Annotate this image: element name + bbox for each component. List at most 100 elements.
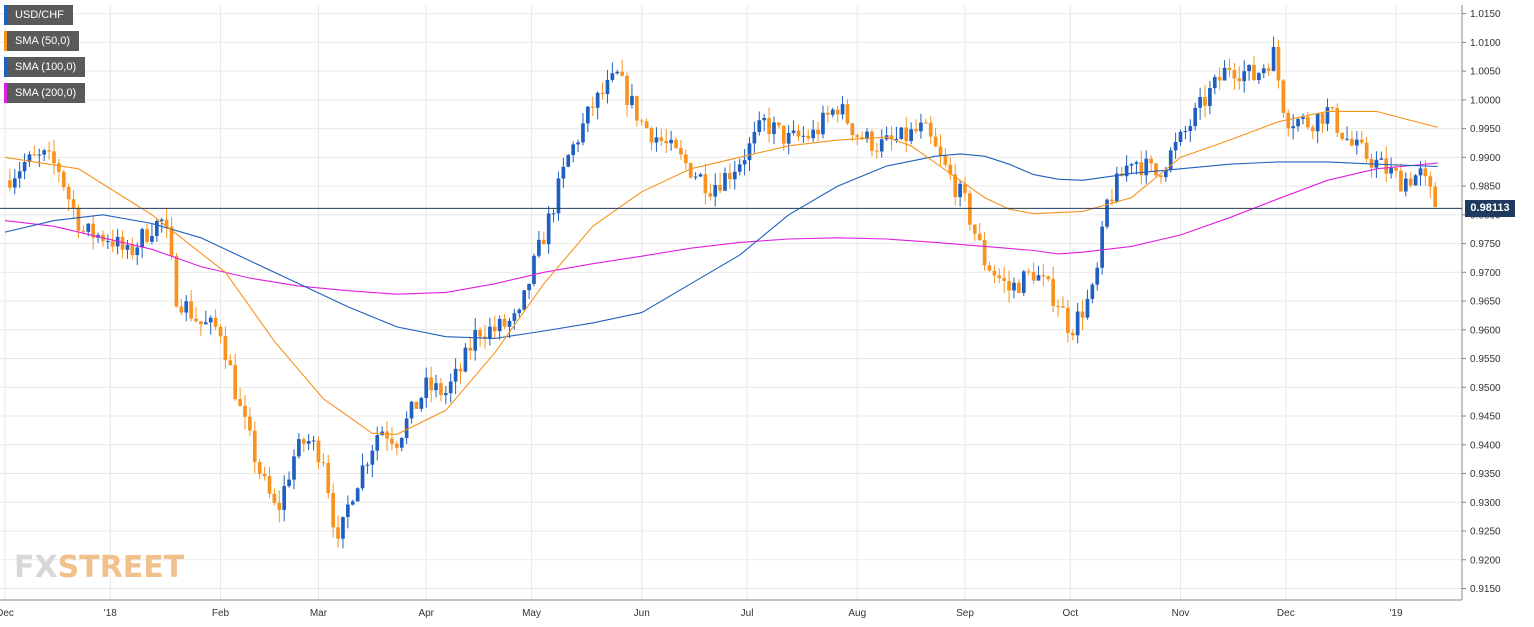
candle-body <box>360 465 365 489</box>
candle-body <box>1418 168 1423 176</box>
legend-item-sma50[interactable]: SMA (50,0) <box>4 31 80 51</box>
candle-body <box>1320 113 1325 124</box>
candle-body <box>252 430 257 463</box>
candle-body <box>732 171 737 180</box>
candle-body <box>1394 167 1398 171</box>
candle-body <box>130 244 135 256</box>
candle-body <box>850 123 855 136</box>
x-tick-label: '18 <box>104 608 117 619</box>
candle-body <box>194 318 198 322</box>
candle-body <box>1242 71 1247 82</box>
candle-body <box>581 123 585 143</box>
y-tick-label: 0.9900 <box>1470 153 1501 164</box>
candle-body <box>336 527 340 539</box>
candle-body <box>1399 170 1403 192</box>
candle-body <box>683 154 688 164</box>
candle-body <box>189 301 193 319</box>
candle-body <box>1046 276 1051 280</box>
candle-body <box>630 95 634 105</box>
candle-body <box>248 416 252 431</box>
candle-body <box>644 121 649 128</box>
candle-body <box>120 236 125 250</box>
plot-area <box>0 5 1462 600</box>
x-tick-label: Mar <box>310 608 328 619</box>
y-tick-label: 1.0100 <box>1470 38 1501 49</box>
candle-body <box>443 393 448 396</box>
candle-body <box>145 229 149 242</box>
x-tick-label: May <box>522 608 541 619</box>
candle-body <box>654 137 659 143</box>
candle-body <box>914 129 918 132</box>
candle-body <box>747 143 752 161</box>
y-tick-label: 0.9200 <box>1470 555 1501 566</box>
candle-body <box>164 219 169 227</box>
legend-item-sma100[interactable]: SMA (100,0) <box>4 57 86 77</box>
candle-body <box>159 219 164 221</box>
candle-body <box>1232 70 1237 79</box>
legend-label: USD/CHF <box>15 9 64 21</box>
fxstreet-logo: FXSTREET <box>14 550 184 585</box>
candle-body <box>1325 107 1330 124</box>
candle-body <box>1163 169 1168 178</box>
candle-body <box>757 120 762 132</box>
candle-body <box>728 172 732 180</box>
candle-body <box>610 73 615 80</box>
candle-body <box>1070 332 1075 336</box>
legend-item-usdchf[interactable]: USD/CHF <box>4 5 73 25</box>
candle-body <box>590 106 595 108</box>
candle-body <box>277 502 282 510</box>
candle-body <box>1403 178 1408 192</box>
legend-item-sma200[interactable]: SMA (200,0) <box>4 83 86 103</box>
candle-body <box>928 122 933 137</box>
candle-body <box>968 193 972 225</box>
candle-body <box>1007 280 1011 291</box>
candle-body <box>257 462 262 474</box>
candle-body <box>42 150 47 155</box>
candle-body <box>395 443 399 448</box>
candle-body <box>982 239 987 266</box>
candle-body <box>57 163 61 172</box>
candle-body <box>933 136 938 147</box>
candle-body <box>561 166 566 179</box>
candle-body <box>659 137 664 141</box>
candle-body <box>1168 150 1173 170</box>
candle-body <box>81 230 86 232</box>
candle-body <box>1345 138 1349 140</box>
candle-body <box>527 283 531 291</box>
candle-body <box>306 440 311 444</box>
candle-body <box>1173 142 1178 151</box>
candle-body <box>777 122 781 126</box>
candle-body <box>899 127 904 139</box>
candle-body <box>840 104 845 115</box>
candle-body <box>47 150 51 152</box>
candle-body <box>297 439 301 457</box>
candle-body <box>512 313 517 321</box>
candle-body <box>61 171 66 188</box>
candle-body <box>977 233 982 240</box>
y-tick-label: 0.9700 <box>1470 268 1501 279</box>
candle-body <box>1026 271 1031 273</box>
candle-body <box>1178 131 1183 143</box>
candle-body <box>243 405 247 417</box>
candle-body <box>497 318 502 332</box>
candle-body <box>1139 162 1144 176</box>
candle-body <box>1110 199 1114 202</box>
candle-body <box>571 144 575 156</box>
candle-body <box>341 517 345 539</box>
candle-body <box>1433 186 1438 208</box>
candle-body <box>1359 139 1364 143</box>
candle-body <box>346 504 350 518</box>
candle-body <box>292 456 296 480</box>
candle-body <box>1105 199 1109 227</box>
candle-body <box>301 439 306 444</box>
candle-body <box>953 174 958 198</box>
candle-body <box>972 224 977 234</box>
candle-body <box>272 493 277 503</box>
candle-body <box>473 330 478 351</box>
x-tick-label: Apr <box>418 608 434 619</box>
candle-body <box>576 142 580 145</box>
legend-swatch-sma50 <box>4 31 7 51</box>
legend-label: SMA (100,0) <box>15 61 77 73</box>
candle-body <box>556 178 561 214</box>
candle-body <box>1296 118 1300 127</box>
